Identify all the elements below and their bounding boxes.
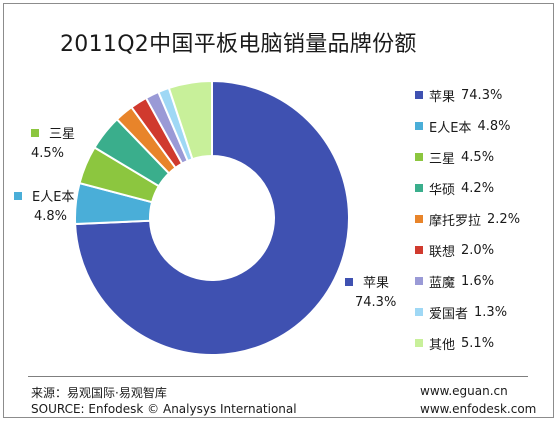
legend-label-asus: 华硕 — [429, 182, 456, 198]
legend-swatch-motorola — [415, 215, 423, 223]
slice-label-apple: 苹果 74.3% — [345, 274, 396, 312]
legend-value-lenovo: 2.0% — [461, 242, 495, 258]
legend-item-samsung: 三星 4.5% — [415, 147, 494, 167]
legend-value-samsung: 4.5% — [461, 149, 495, 165]
legend-label-apple: 苹果 — [429, 89, 456, 105]
legend-item-motorola: 摩托罗拉 2.2% — [415, 209, 520, 229]
legend-value-other: 5.1% — [461, 335, 495, 351]
legend-item-apple: 苹果 74.3% — [415, 85, 502, 105]
legend-label-samsung: 三星 — [429, 151, 456, 167]
legend-item-other: 其他 5.1% — [415, 333, 494, 353]
slice-label-samsung-swatch — [31, 129, 39, 137]
legend-item-aigo: 爱国者 1.3% — [415, 302, 507, 322]
legend-label-other: 其他 — [429, 337, 456, 353]
footer-source-cn: 来源：易观国际·易观智库 — [31, 386, 167, 400]
slice-label-apple-value: 74.3% — [355, 295, 397, 310]
legend-value-asus: 4.2% — [461, 180, 495, 196]
footer-site-enfodesk: www.enfodesk.com — [420, 402, 537, 416]
slice-label-apple-name: 苹果 — [363, 276, 390, 291]
slice-label-eren-swatch — [14, 192, 22, 200]
legend-swatch-aigo — [415, 308, 423, 316]
legend-label-aigo: 爱国者 — [429, 306, 469, 322]
slice-label-apple-swatch — [345, 278, 353, 286]
slice-label-eren-name: E人E本 — [32, 190, 75, 205]
legend-swatch-lenovo — [415, 246, 423, 254]
legend-value-motorola: 2.2% — [487, 211, 521, 227]
legend-swatch-eren — [415, 122, 423, 130]
legend-label-ramos: 蓝魔 — [429, 275, 456, 291]
slice-label-eren-value: 4.8% — [34, 209, 68, 224]
legend-value-aigo: 1.3% — [474, 304, 508, 320]
legend-label-motorola: 摩托罗拉 — [429, 213, 482, 229]
chart-title: 2011Q2中国平板电脑销量品牌份额 — [60, 32, 417, 57]
slice-label-eren: E人E本 4.8% — [14, 188, 74, 226]
slice-label-samsung: 三星 4.5% — [31, 125, 75, 163]
legend-item-lenovo: 联想 2.0% — [415, 240, 494, 260]
donut-slice-8 — [167, 79, 213, 161]
legend-item-ramos: 蓝魔 1.6% — [415, 271, 494, 291]
slice-label-samsung-value: 4.5% — [31, 146, 65, 161]
legend-swatch-samsung — [415, 153, 423, 161]
legend-label-eren: E人E本 — [429, 120, 472, 136]
donut-slice-0 — [74, 79, 350, 356]
legend-value-eren: 4.8% — [477, 118, 511, 134]
legend-swatch-other — [415, 339, 423, 347]
footer-divider — [28, 376, 528, 377]
legend-item-eren: E人E本 4.8% — [415, 116, 510, 136]
slice-label-samsung-name: 三星 — [49, 127, 76, 142]
footer-source-en: SOURCE: Enfodesk © Analysys Internationa… — [31, 402, 297, 416]
legend-value-apple: 74.3% — [461, 87, 503, 103]
legend-swatch-ramos — [415, 277, 423, 285]
legend-swatch-asus — [415, 184, 423, 192]
legend-label-lenovo: 联想 — [429, 244, 456, 260]
legend-value-ramos: 1.6% — [461, 273, 495, 289]
legend-swatch-apple — [415, 91, 423, 99]
legend-item-asus: 华硕 4.2% — [415, 178, 494, 198]
footer-site-eguan: www.eguan.cn — [420, 384, 508, 398]
